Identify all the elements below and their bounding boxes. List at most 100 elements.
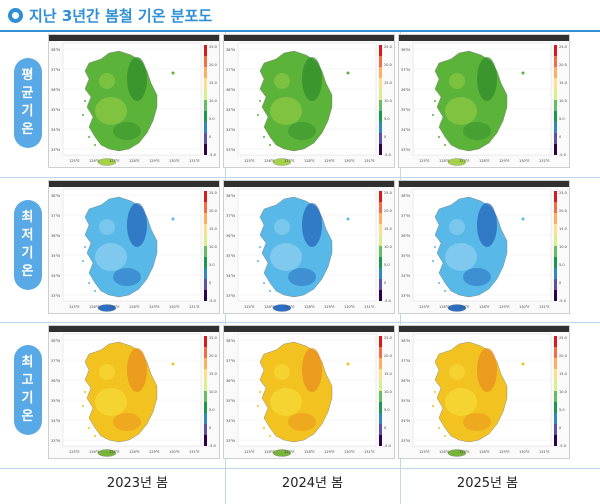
latitude-tick-label: 35°N [401, 254, 410, 258]
latitude-tick-label: 34°N [51, 419, 60, 423]
colorbar-tick-label: 20.0 [384, 209, 392, 213]
longitude-tick-label: 128°E [479, 450, 490, 454]
longitude-tick-label: 127°E [459, 450, 470, 454]
colorbar-tick-label: 0 [209, 426, 211, 430]
latitude-tick-label: 33°N [401, 439, 410, 443]
longitude-tick-label: 125°E [69, 305, 80, 309]
longitude-tick-label: 127°E [459, 159, 470, 163]
longitude-tick-label: 129°E [324, 305, 335, 309]
temperature-map-panel: 25.0 20.0 15.0 10.0 5.0 0 -5.0 38°N 37°N 36°N 35°N… [223, 180, 395, 314]
map-header-bar [49, 181, 219, 187]
longitude-tick-label: 126°E [264, 450, 275, 454]
page-title: 지난 3년간 봄철 기온 분포도 [8, 4, 212, 26]
longitude-tick-label: 127°E [109, 159, 120, 163]
latitude-tick-label: 33°N [226, 294, 235, 298]
longitude-tick-label: 131°E [189, 450, 200, 454]
row-divider [0, 322, 600, 323]
colorbar-tick-label: 15.0 [384, 372, 392, 376]
longitude-tick-label: 131°E [539, 305, 550, 309]
longitude-tick-label: 131°E [189, 159, 200, 163]
row-label-char: 평 [21, 68, 35, 83]
colorbar-tick-label: 10.0 [209, 99, 217, 103]
longitude-tick-label: 127°E [284, 159, 295, 163]
colorbar-tick-label: 25.0 [209, 336, 217, 340]
longitude-tick-label: 129°E [149, 305, 160, 309]
map-header-bar [49, 35, 219, 41]
latitude-tick-label: 34°N [226, 419, 235, 423]
longitude-tick-label: 128°E [129, 159, 140, 163]
latitude-tick-label: 36°N [401, 88, 410, 92]
longitude-tick-label: 129°E [324, 450, 335, 454]
row-label-char: 저 [21, 228, 35, 243]
colorbar-tick-label: 20.0 [559, 209, 567, 213]
longitude-tick-label: 126°E [264, 305, 275, 309]
longitude-tick-label: 130°E [344, 159, 355, 163]
colorbar-tick-label: 15.0 [559, 227, 567, 231]
longitude-tick-label: 131°E [364, 450, 375, 454]
korea-map-svg: 25.0 20.0 15.0 10.0 5.0 0 -5.0 38°N 37°N 36°N 35°N… [401, 333, 567, 457]
longitude-tick-label: 128°E [304, 305, 315, 309]
latitude-tick-label: 34°N [226, 128, 235, 132]
colorbar-tick-label: -5.0 [209, 444, 216, 448]
latitude-tick-label: 37°N [226, 359, 235, 363]
row-label-char: 기 [21, 391, 35, 406]
colorbar-tick-label: 5.0 [384, 408, 390, 412]
latitude-tick-label: 33°N [51, 148, 60, 152]
colorbar-tick-label: -5.0 [209, 153, 216, 157]
latitude-tick-label: 38°N [401, 339, 410, 343]
temperature-map-panel: 25.0 20.0 15.0 10.0 5.0 0 -5.0 38°N 37°N 36°N 35°N… [48, 34, 220, 168]
latitude-tick-label: 35°N [226, 108, 235, 112]
longitude-tick-label: 129°E [149, 450, 160, 454]
colorbar-tick-label: 25.0 [384, 191, 392, 195]
longitude-tick-label: 127°E [459, 305, 470, 309]
longitude-tick-label: 127°E [284, 305, 295, 309]
temperature-map-panel: 25.0 20.0 15.0 10.0 5.0 0 -5.0 38°N 37°N 36°N 35°N… [48, 180, 220, 314]
korea-map-svg: 25.0 20.0 15.0 10.0 5.0 0 -5.0 38°N 37°N 36°N 35°N… [226, 188, 392, 312]
latitude-tick-label: 37°N [51, 359, 60, 363]
latitude-tick-label: 34°N [51, 128, 60, 132]
row-label-char: 균 [21, 86, 35, 101]
colorbar-tick-label: 10.0 [384, 99, 392, 103]
longitude-tick-label: 131°E [364, 305, 375, 309]
colorbar-tick-label: 10.0 [559, 245, 567, 249]
longitude-tick-label: 125°E [69, 450, 80, 454]
colorbar-tick-label: 10.0 [209, 245, 217, 249]
latitude-tick-label: 35°N [51, 254, 60, 258]
colorbar-tick-label: 20.0 [559, 354, 567, 358]
header-rule [0, 30, 600, 32]
latitude-tick-label: 37°N [401, 359, 410, 363]
temperature-map-panel: 25.0 20.0 15.0 10.0 5.0 0 -5.0 38°N 37°N 36°N 35°N… [223, 325, 395, 459]
longitude-tick-label: 127°E [109, 450, 120, 454]
latitude-tick-label: 35°N [401, 108, 410, 112]
temperature-map-panel: 25.0 20.0 15.0 10.0 5.0 0 -5.0 38°N 37°N 36°N 35°N… [398, 34, 570, 168]
latitude-tick-label: 34°N [226, 274, 235, 278]
longitude-tick-label: 125°E [244, 450, 255, 454]
longitude-tick-label: 128°E [129, 450, 140, 454]
latitude-tick-label: 34°N [51, 274, 60, 278]
korea-map-svg: 25.0 20.0 15.0 10.0 5.0 0 -5.0 38°N 37°N 36°N 35°N… [226, 333, 392, 457]
colorbar-tick-label: 5.0 [384, 117, 390, 121]
longitude-tick-label: 127°E [109, 305, 120, 309]
colorbar-tick-label: 10.0 [209, 390, 217, 394]
colorbar-tick-label: 20.0 [209, 354, 217, 358]
longitude-tick-label: 125°E [244, 305, 255, 309]
longitude-tick-label: 128°E [479, 305, 490, 309]
colorbar-tick-label: -5.0 [384, 444, 391, 448]
korea-map-svg: 25.0 20.0 15.0 10.0 5.0 0 -5.0 38°N 37°N 36°N 35°N… [226, 42, 392, 166]
colorbar-tick-label: 15.0 [559, 372, 567, 376]
longitude-tick-label: 127°E [284, 450, 295, 454]
longitude-tick-label: 130°E [169, 305, 180, 309]
colorbar-tick-label: 5.0 [559, 263, 565, 267]
colorbar-tick-label: 5.0 [384, 263, 390, 267]
colorbar-tick-label: 0 [384, 281, 386, 285]
colorbar-tick-label: -5.0 [209, 299, 216, 303]
longitude-tick-label: 129°E [499, 450, 510, 454]
row-label-char: 기 [21, 104, 35, 119]
colorbar-tick-label: 10.0 [559, 99, 567, 103]
colorbar-tick-label: 0 [209, 135, 211, 139]
colorbar-tick-label: 20.0 [209, 209, 217, 213]
map-header-bar [224, 35, 394, 41]
longitude-tick-label: 128°E [304, 159, 315, 163]
